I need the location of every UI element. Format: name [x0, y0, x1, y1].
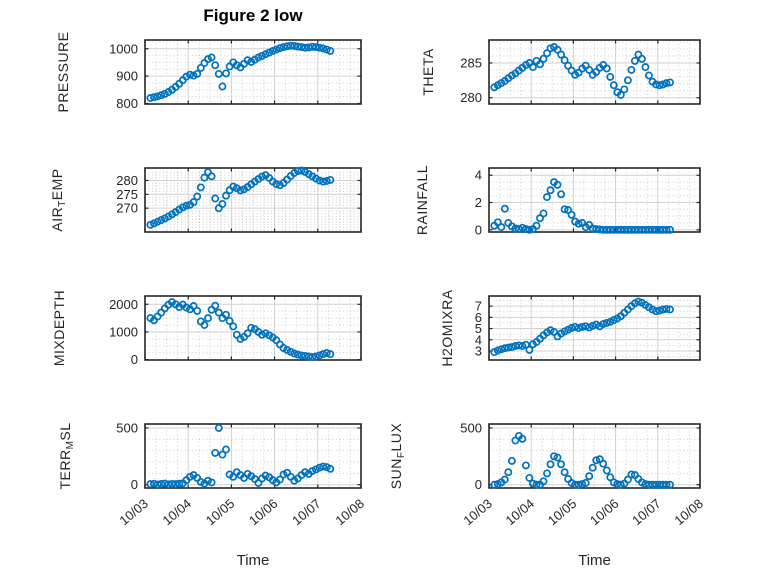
y-tick-label: 0	[131, 477, 138, 492]
y-tick-label: 6	[475, 310, 482, 325]
tick-marks	[488, 40, 701, 104]
grid	[145, 40, 361, 104]
grid	[489, 424, 700, 488]
axes-frame	[144, 167, 362, 233]
axes-frame	[144, 295, 362, 361]
y-tick-label: 275	[116, 187, 138, 202]
y-tick-label: 1000	[109, 41, 138, 56]
y-tick-label: 285	[460, 55, 482, 70]
ylabel-theta: THETA	[420, 48, 436, 96]
theta-data-points	[490, 43, 674, 99]
ylabel-sun_flux: SUNFLUX	[388, 423, 407, 490]
y-tick-label: 900	[116, 69, 138, 84]
rainfall-data-points	[490, 178, 674, 234]
subplot-sun_flux: 0 500 10/03 10/04 10/05 10/06 10/07 10/08 SUNFLU…	[388, 420, 706, 528]
x-tick-label: 10/06	[587, 496, 622, 528]
tick-marks	[144, 168, 362, 232]
ylabel-h2omixra: H2OMIXRA	[439, 289, 455, 366]
subplot-pressure: 800 900 1000 PRESSURE	[55, 31, 362, 113]
y-tick-label: 1000	[109, 324, 138, 339]
grid	[489, 168, 700, 232]
y-tick-label: 500	[460, 420, 482, 435]
tick-marks	[488, 296, 701, 360]
y-tick-label: 7	[475, 299, 482, 314]
tick-marks	[144, 424, 362, 488]
x-tick-label: 10/07	[629, 496, 664, 528]
ylabel-pressure: PRESSURE	[55, 31, 71, 112]
x-tick-label: 10/03	[116, 496, 151, 528]
x-tick-label: 10/06	[246, 496, 281, 528]
y-tick-label: 3	[475, 344, 482, 359]
x-tick-label: 10/04	[160, 496, 195, 528]
air_temp-data-points	[146, 166, 335, 229]
y-tick-label: 0	[475, 477, 482, 492]
y-tick-label: 5	[475, 321, 482, 336]
x-tick-label: 10/07	[289, 496, 324, 528]
axes-frame	[488, 423, 701, 489]
y-tick-label: 4	[475, 168, 482, 183]
axes-frame	[144, 39, 362, 105]
y-tick-label: 270	[116, 201, 138, 216]
figure-title: Figure 2 low	[203, 6, 303, 25]
terr_msl-data-points	[146, 424, 335, 489]
ylabel-rainfall: RAINFALL	[414, 165, 430, 235]
x-tick-label: 10/08	[332, 496, 367, 528]
y-tick-label: 0	[475, 222, 482, 237]
y-tick-label: 800	[116, 96, 138, 111]
x-tick-label: 10/08	[671, 496, 706, 528]
y-tick-label: 4	[475, 332, 482, 347]
y-tick-label: 2000	[109, 297, 138, 312]
subplot-mixdepth: 0 1000 2000 MIXDEPTH	[51, 290, 362, 367]
subplot-terr_msl: 0 500 10/03 10/04 10/05 10/06 10/07 10/08 TERRMS…	[57, 420, 367, 528]
xlabel-left: Time	[236, 552, 270, 569]
ylabel-mixdepth: MIXDEPTH	[51, 290, 67, 366]
x-tick-label: 10/03	[460, 496, 495, 528]
y-tick-label: 280	[460, 90, 482, 105]
x-tick-label: 10/05	[545, 496, 580, 528]
sun_flux-data-points	[490, 431, 674, 489]
x-tick-label: 10/04	[503, 496, 538, 528]
subplot-rainfall: 0 2 4 RAINFALL	[414, 165, 701, 237]
y-tick-label: 2	[475, 195, 482, 210]
x-tick-label: 10/05	[203, 496, 238, 528]
axes-frame	[488, 39, 701, 105]
h2omixra-data-points	[490, 297, 674, 357]
ylabel-air_temp: AIRTEMP	[49, 168, 68, 231]
y-tick-label: 500	[116, 420, 138, 435]
pressure-data-points	[146, 41, 335, 102]
tick-marks	[144, 40, 362, 105]
y-tick-label: 280	[116, 173, 138, 188]
subplot-theta: 280 285 THETA	[420, 39, 701, 105]
y-tick-label: 0	[131, 352, 138, 367]
axes-frame	[144, 423, 362, 489]
xlabel-right: Time	[578, 552, 611, 569]
mixdepth-data-points	[146, 298, 335, 362]
ylabel-terr_msl: TERRMSL	[57, 422, 76, 489]
